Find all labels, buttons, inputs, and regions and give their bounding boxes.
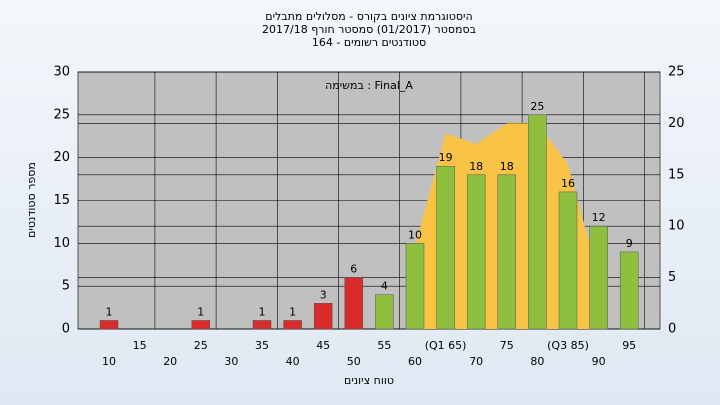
x-tick-label: 55 (377, 339, 391, 352)
bar (466, 174, 486, 330)
annotation: במשימה : Final_A (325, 79, 413, 92)
data-label: 25 (530, 100, 544, 113)
y-tick-label: 20 (53, 150, 70, 165)
x-tick-label: 35 (255, 339, 269, 352)
x-tick-label: (Q1 65) (425, 339, 467, 352)
bar (405, 243, 425, 330)
y-tick-label: 10 (53, 236, 70, 251)
data-label: 1 (289, 305, 296, 318)
x-tick-label: 30 (224, 355, 238, 368)
data-label: 6 (350, 263, 357, 276)
bar (313, 303, 333, 330)
data-label: 18 (469, 160, 483, 173)
data-label: 19 (439, 151, 453, 164)
bar (558, 191, 578, 330)
data-label: 1 (197, 305, 204, 318)
x-tick-label: 20 (163, 355, 177, 368)
data-label: 16 (561, 177, 575, 190)
data-label: 1 (259, 305, 266, 318)
bar (344, 277, 364, 330)
x-tick-label: 95 (622, 339, 636, 352)
x-tick-label: 50 (347, 355, 361, 368)
y-tick-label: 15 (53, 193, 70, 208)
y2-tick-label: 20 (668, 116, 685, 131)
x-tick-label: 40 (286, 355, 300, 368)
bar (283, 320, 302, 330)
y2-tick-label: 0 (668, 322, 676, 337)
x-tick-label: 25 (194, 339, 208, 352)
bar (619, 251, 639, 330)
x-axis-label: טווח ציונים (344, 374, 394, 387)
bar (375, 294, 394, 330)
y-tick-label: 25 (53, 107, 70, 122)
bar (252, 320, 272, 330)
x-tick-label: 45 (316, 339, 330, 352)
y-tick-label: 0 (62, 322, 70, 337)
bar (436, 165, 455, 330)
chart-subtitle: בסמסטר (01/2017) סמסטר חורף 2017/18 (262, 23, 476, 36)
y2-tick-label: 25 (668, 65, 685, 80)
bar (191, 320, 211, 330)
x-tick-label: 60 (408, 355, 422, 368)
y-tick-label: 5 (62, 279, 70, 294)
y2-tick-label: 5 (668, 270, 676, 285)
y-axis-label: מספר סטודנטים (25, 162, 38, 238)
bar (99, 320, 119, 330)
chart-subtitle: סטודנטים רשומים - 164 (312, 36, 426, 49)
x-tick-label: 90 (592, 355, 606, 368)
data-label: 18 (500, 160, 514, 173)
data-label: 10 (408, 228, 422, 241)
data-label: 9 (626, 237, 633, 250)
y-tick-label: 30 (53, 65, 70, 80)
data-label: 3 (320, 288, 327, 301)
data-label: 12 (592, 211, 606, 224)
x-tick-label: (Q3 85) (547, 339, 589, 352)
bar (528, 114, 547, 330)
x-tick-label: 80 (530, 355, 544, 368)
x-tick-label: 70 (469, 355, 483, 368)
bar (589, 225, 608, 330)
bar (497, 174, 517, 330)
y2-tick-label: 10 (668, 219, 685, 234)
chart-title: היסטוגרמת ציונים בקורס - מסלולים מתבלים (265, 10, 472, 23)
x-tick-label: 15 (133, 339, 147, 352)
x-tick-label: 75 (500, 339, 514, 352)
data-label: 1 (106, 305, 113, 318)
x-tick-label: 10 (102, 355, 116, 368)
data-label: 4 (381, 280, 388, 293)
y2-tick-label: 15 (668, 167, 685, 182)
